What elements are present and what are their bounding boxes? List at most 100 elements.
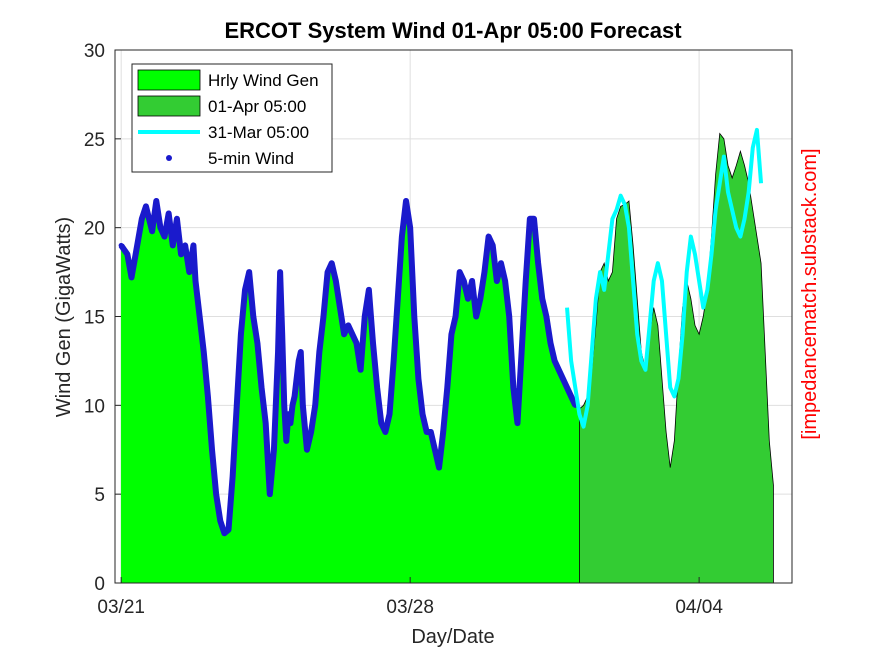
five-min-point (552, 358, 558, 364)
y-tick-label: 30 (84, 41, 105, 62)
legend-label: 01-Apr 05:00 (208, 97, 306, 116)
line-series-prior-forecast (565, 127, 764, 429)
five-min-point (556, 367, 562, 373)
five-min-point (238, 331, 244, 337)
five-min-point (539, 296, 545, 302)
x-tick-label: 03/21 (97, 597, 145, 618)
five-min-point (407, 225, 413, 231)
x-tick-label: 03/28 (386, 597, 434, 618)
five-min-point (436, 464, 442, 471)
five-min-point (287, 420, 294, 426)
five-min-point (128, 274, 135, 281)
five-min-point (415, 376, 422, 382)
five-min-point (157, 225, 164, 231)
y-tick-label: 10 (84, 396, 105, 417)
five-min-point (465, 296, 471, 302)
legend-swatch-marker (166, 155, 172, 161)
five-min-point (250, 313, 256, 320)
five-min-point (502, 278, 508, 284)
five-min-point (153, 198, 159, 204)
five-min-point (494, 278, 500, 284)
five-min-point (543, 313, 549, 320)
five-min-point (461, 278, 467, 284)
y-tick-label: 20 (84, 219, 105, 240)
five-min-point (432, 447, 438, 453)
five-min-point (345, 322, 351, 328)
five-min-point (320, 313, 327, 320)
five-min-point (304, 447, 310, 453)
five-min-point (178, 251, 184, 257)
five-min-point (166, 210, 172, 217)
five-min-markers (118, 198, 578, 537)
chart-title: ERCOT System Wind 01-Apr 05:00 Forecast (224, 18, 682, 43)
five-min-point (568, 393, 574, 400)
five-min-point (428, 429, 434, 435)
five-min-point (473, 313, 479, 320)
five-min-point (514, 420, 521, 426)
five-min-point (498, 260, 504, 266)
five-min-point (298, 349, 304, 355)
five-min-point (308, 429, 314, 435)
five-min-point (217, 518, 223, 524)
five-min-point (378, 420, 384, 426)
five-min-point (523, 278, 529, 284)
five-min-point (143, 203, 149, 209)
y-tick-label: 15 (84, 308, 105, 329)
five-min-point (386, 411, 393, 417)
five-min-point (275, 349, 281, 355)
legend-label: Hrly Wind Gen (208, 71, 319, 90)
five-min-point (316, 349, 322, 355)
five-min-point (527, 216, 533, 222)
five-min-point (362, 313, 368, 320)
five-min-point (192, 278, 199, 284)
five-min-point (246, 269, 252, 275)
five-min-point (182, 242, 188, 249)
five-min-point (452, 313, 459, 320)
five-min-point (263, 420, 269, 426)
five-min-point (186, 269, 192, 275)
five-min-point (395, 296, 401, 302)
five-min-point (258, 384, 265, 391)
five-min-point (285, 411, 291, 417)
y-tick-label: 25 (84, 130, 105, 151)
watermark-text: [impedancematch.substack.com] (799, 148, 821, 439)
five-min-point (312, 402, 318, 408)
five-min-point (170, 242, 176, 249)
five-min-point (213, 491, 219, 497)
five-min-point (300, 402, 306, 408)
five-min-point (411, 313, 417, 320)
five-min-point (333, 278, 339, 284)
five-min-point (519, 349, 525, 355)
five-min-point (358, 367, 364, 373)
five-min-point (457, 269, 463, 275)
five-min-point (161, 233, 168, 240)
five-min-point (291, 393, 298, 400)
five-min-point (234, 402, 240, 408)
five-min-point (279, 331, 285, 337)
five-min-point (289, 402, 296, 408)
five-min-point (424, 429, 430, 435)
five-min-point (254, 340, 261, 346)
x-tick-label: 04/04 (675, 597, 723, 618)
legend-label: 31-Mar 05:00 (208, 123, 309, 142)
five-min-point (341, 331, 347, 337)
five-min-point (230, 473, 236, 479)
five-min-point (506, 313, 512, 320)
five-min-point (205, 393, 211, 400)
five-min-point (490, 242, 496, 249)
five-min-point (265, 456, 271, 462)
five-min-point (277, 269, 283, 275)
five-min-point (118, 242, 124, 249)
legend-swatch-area (137, 69, 201, 91)
y-axis-label: Wind Gen (GigaWatts) (53, 217, 75, 417)
five-min-point (349, 331, 355, 337)
five-min-point (481, 269, 488, 275)
five-min-point (329, 260, 335, 266)
five-min-point (440, 429, 446, 435)
five-min-point (399, 233, 405, 240)
five-min-point (403, 198, 409, 204)
five-min-point (448, 331, 455, 337)
five-min-point (391, 358, 397, 364)
five-min-point (190, 242, 197, 249)
